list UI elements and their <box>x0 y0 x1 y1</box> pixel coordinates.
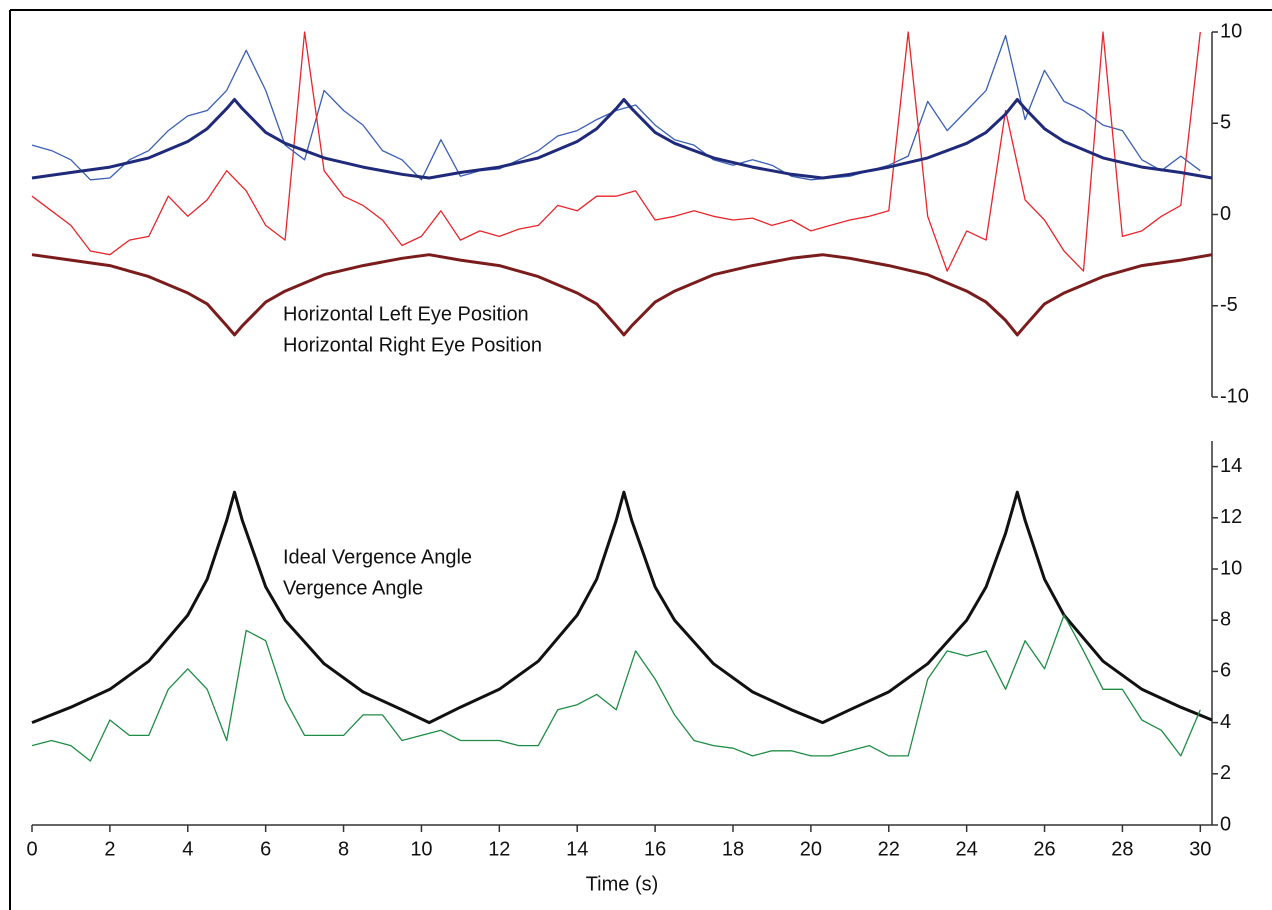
series-line <box>31 490 1213 725</box>
x-tick-label: 2 <box>104 838 115 860</box>
y-tick-label: 5 <box>1220 112 1231 134</box>
series-line <box>31 253 1213 337</box>
x-tick-label: 16 <box>644 838 666 860</box>
legend-label: Horizontal Right Eye Position <box>283 334 542 356</box>
x-tick-label: 12 <box>488 838 510 860</box>
x-tick-label: 22 <box>878 838 900 860</box>
x-tick-label: 8 <box>338 838 349 860</box>
x-tick-label: 20 <box>800 838 822 860</box>
y-tick-label: 0 <box>1220 813 1231 835</box>
y-tick-label: -10 <box>1220 385 1249 407</box>
legend-label: Ideal Vergence Angle <box>283 546 472 568</box>
x-tick-label: 0 <box>26 838 37 860</box>
y-tick-label: 2 <box>1220 762 1231 784</box>
y-tick-label: 0 <box>1220 203 1231 225</box>
y-tick-label: 10 <box>1220 557 1242 579</box>
series-line <box>31 31 1201 272</box>
x-tick-label: 28 <box>1111 838 1133 860</box>
y-tick-label: 6 <box>1220 660 1231 682</box>
x-tick-label: 14 <box>566 838 588 860</box>
x-tick-label: 10 <box>410 838 432 860</box>
series-line <box>31 614 1201 762</box>
x-tick-label: 6 <box>260 838 271 860</box>
x-tick-label: 30 <box>1189 838 1211 860</box>
x-tick-label: 4 <box>182 838 193 860</box>
x-tick-label: 24 <box>956 838 978 860</box>
legend-label: Vergence Angle <box>283 577 423 599</box>
legend-label: Horizontal Left Eye Position <box>283 303 529 325</box>
y-tick-label: 8 <box>1220 608 1231 630</box>
y-tick-label: 4 <box>1220 711 1231 733</box>
y-tick-label: 12 <box>1220 506 1242 528</box>
y-tick-label: -5 <box>1220 294 1238 316</box>
x-axis-label: Time (s) <box>586 873 659 895</box>
x-tick-label: 26 <box>1033 838 1055 860</box>
y-tick-label: 10 <box>1220 20 1242 42</box>
series-line <box>31 98 1213 180</box>
x-tick-label: 18 <box>722 838 744 860</box>
y-tick-label: 14 <box>1220 455 1242 477</box>
